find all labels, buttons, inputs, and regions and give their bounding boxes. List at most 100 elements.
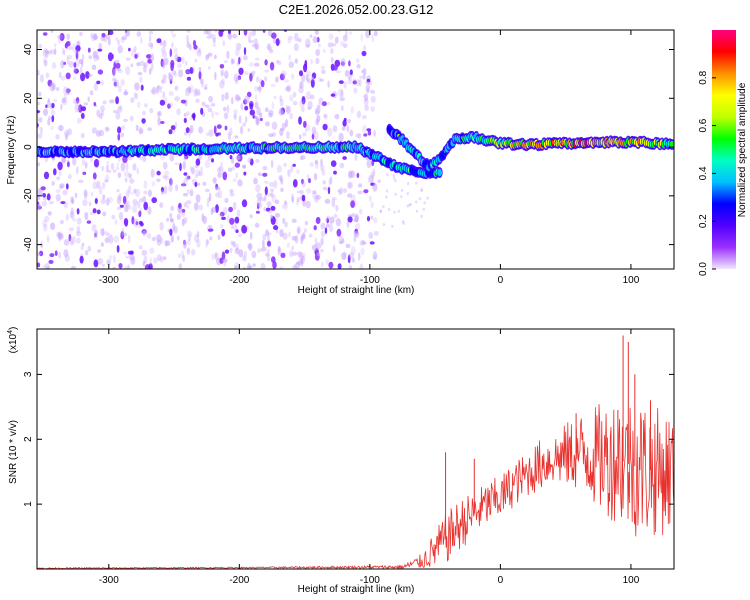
noise-speck: [291, 196, 295, 203]
noise-speck: [370, 171, 375, 180]
noise-speck: [63, 201, 68, 209]
noise-speck: [87, 96, 90, 102]
noise-speck: [63, 94, 68, 99]
noise-speck: [346, 220, 350, 228]
noise-speck: [47, 79, 53, 87]
noise-speck: [117, 133, 121, 141]
noise-speck: [38, 117, 43, 123]
noise-speck: [249, 214, 253, 219]
trace-cell: [669, 140, 674, 149]
noise-speck: [207, 154, 213, 161]
noise-speck: [379, 209, 382, 214]
noise-speck: [86, 220, 92, 224]
noise-speck: [325, 217, 329, 222]
noise-speck: [372, 182, 378, 192]
noise-speck: [249, 103, 254, 110]
noise-speck: [211, 158, 214, 163]
noise-speck: [201, 101, 206, 107]
noise-speck: [123, 251, 128, 255]
noise-speck: [266, 45, 272, 51]
noise-speck: [373, 30, 378, 37]
noise-speck: [285, 104, 290, 112]
noise-speck: [137, 201, 141, 209]
noise-speck: [202, 215, 207, 224]
noise-speck: [156, 170, 161, 176]
noise-speck: [254, 94, 258, 102]
noise-speck: [151, 86, 157, 95]
noise-speck: [382, 223, 386, 227]
noise-speck: [139, 60, 145, 66]
trace-cell: [437, 169, 443, 177]
noise-speck: [210, 103, 216, 107]
noise-speck: [228, 167, 233, 172]
noise-speck: [305, 91, 312, 100]
noise-speck: [58, 251, 61, 259]
noise-speck: [331, 43, 337, 47]
noise-speck: [296, 190, 302, 194]
noise-speck: [58, 72, 62, 79]
noise-speck: [243, 250, 248, 257]
noise-speck: [232, 33, 237, 39]
noise-speck: [124, 206, 129, 213]
noise-speck: [298, 70, 304, 77]
colorbar-label: Normalized spectral amplitude: [737, 82, 748, 217]
noise-speck: [303, 228, 307, 234]
noise-speck: [274, 199, 279, 205]
noise-speck: [51, 115, 55, 123]
noise-speck: [80, 106, 87, 112]
noise-speck: [37, 162, 40, 167]
noise-speck: [109, 99, 115, 104]
noise-speck: [121, 125, 126, 131]
noise-speck: [178, 263, 182, 269]
noise-speck: [143, 61, 148, 68]
y-tick-label: -40: [23, 237, 34, 252]
noise-speck: [230, 58, 234, 65]
noise-speck: [322, 48, 326, 54]
noise-speck: [147, 206, 152, 215]
noise-speck: [232, 178, 237, 182]
noise-speck: [337, 189, 340, 193]
snr-scale-exp: 4: [7, 330, 14, 334]
noise-speck: [426, 196, 429, 200]
noise-speck: [73, 68, 79, 74]
noise-speck: [37, 203, 42, 211]
noise-speck: [339, 240, 344, 245]
noise-speck: [204, 86, 208, 90]
noise-speck: [311, 72, 317, 79]
noise-speck: [147, 189, 152, 197]
noise-speck: [71, 265, 77, 269]
noise-speck: [66, 55, 73, 60]
noise-speck: [330, 160, 337, 168]
noise-speck: [303, 120, 307, 128]
noise-speck: [151, 181, 156, 187]
noise-speck: [132, 198, 138, 206]
noise-speck: [283, 162, 288, 167]
noise-speck: [348, 74, 352, 82]
noise-speck: [322, 101, 327, 107]
x-tick-label: -300: [99, 575, 119, 586]
noise-speck: [54, 43, 57, 48]
noise-speck: [195, 98, 200, 103]
noise-speck: [276, 59, 280, 64]
noise-speck: [244, 105, 249, 111]
noise-speck: [254, 115, 258, 120]
snr-y-label: SNR (10 * v/v): [8, 420, 19, 484]
noise-speck: [170, 205, 175, 211]
noise-speck: [365, 30, 371, 39]
noise-speck: [219, 166, 224, 175]
noise-speck: [347, 79, 353, 85]
noise-speck: [302, 233, 306, 240]
noise-speck: [215, 132, 219, 137]
noise-speck: [140, 36, 143, 44]
noise-speck: [189, 67, 194, 74]
noise-speck: [87, 47, 91, 53]
noise-speck: [291, 235, 297, 241]
noise-speck: [120, 162, 126, 172]
noise-speck: [327, 186, 331, 195]
noise-speck: [219, 80, 225, 89]
noise-speck: [76, 166, 79, 175]
noise-speck: [133, 188, 137, 194]
noise-speck: [284, 79, 289, 83]
noise-speck: [268, 133, 274, 138]
